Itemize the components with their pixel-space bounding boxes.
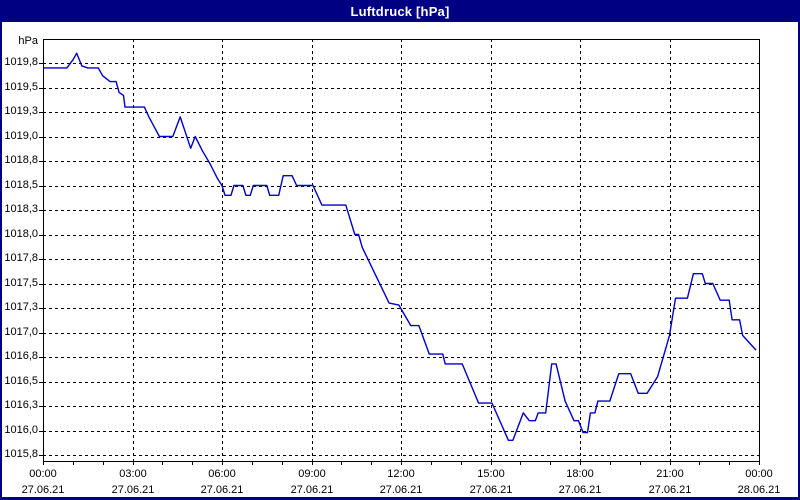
chart-content-area: hPa 1019,8 1019,5 1019,3 1019,0 1018,8 1018,5…: [2, 22, 798, 497]
x-tick-date-label: 27.06.21: [111, 484, 155, 496]
y-tick-label: 1015,8: [4, 448, 38, 460]
x-tick-time-label: 06:00: [208, 468, 236, 480]
x-tick-time-label: 03:00: [119, 468, 147, 480]
y-tick-label: 1019,0: [4, 130, 38, 142]
x-tick-date-label: 27.06.21: [469, 484, 513, 496]
y-tick-label: 1019,8: [4, 56, 38, 68]
y-tick-label: 1017,3: [4, 301, 38, 313]
x-tick-time-label: 21:00: [656, 468, 684, 480]
x-tick-date-label: 27.06.21: [200, 484, 244, 496]
x-tick-date-label: 27.06.21: [558, 484, 602, 496]
x-tick-date-label: 27.06.21: [21, 484, 65, 496]
x-tick-time-label: 12:00: [387, 468, 415, 480]
y-tick-label: 1019,5: [4, 81, 38, 93]
window-title: Luftdruck [hPa]: [350, 4, 450, 19]
x-tick-time-label: 09:00: [298, 468, 326, 480]
y-axis-unit-label: hPa: [18, 35, 38, 47]
y-tick-label: 1016,5: [4, 375, 38, 387]
y-tick-label: 1016,0: [4, 424, 38, 436]
x-tick-time-label: 00:00: [745, 468, 773, 480]
x-tick-time-label: 18:00: [566, 468, 594, 480]
x-tick-time-label: 00:00: [29, 468, 57, 480]
x-tick-date-label: 27.06.21: [648, 484, 692, 496]
x-tick-date-label: 27.06.21: [290, 484, 334, 496]
y-tick-label: 1018,8: [4, 154, 38, 166]
y-tick-label: 1018,3: [4, 203, 38, 215]
y-tick-label: 1018,0: [4, 228, 38, 240]
y-tick-label: 1018,5: [4, 179, 38, 191]
y-tick-label: 1016,3: [4, 399, 38, 411]
window-titlebar[interactable]: Luftdruck [hPa]: [0, 0, 800, 22]
x-tick-date-label: 28.06.21: [737, 484, 781, 496]
pressure-series-line: [43, 52, 757, 441]
x-tick-date-label: 27.06.21: [379, 484, 423, 496]
plot-border: [43, 39, 760, 462]
pressure-line-chart: [39, 39, 760, 465]
y-tick-label: 1019,3: [4, 105, 38, 117]
y-tick-label: 1017,0: [4, 326, 38, 338]
y-tick-label: 1017,5: [4, 277, 38, 289]
y-tick-label: 1017,8: [4, 252, 38, 264]
x-tick-time-label: 15:00: [477, 468, 505, 480]
y-tick-label: 1016,8: [4, 350, 38, 362]
